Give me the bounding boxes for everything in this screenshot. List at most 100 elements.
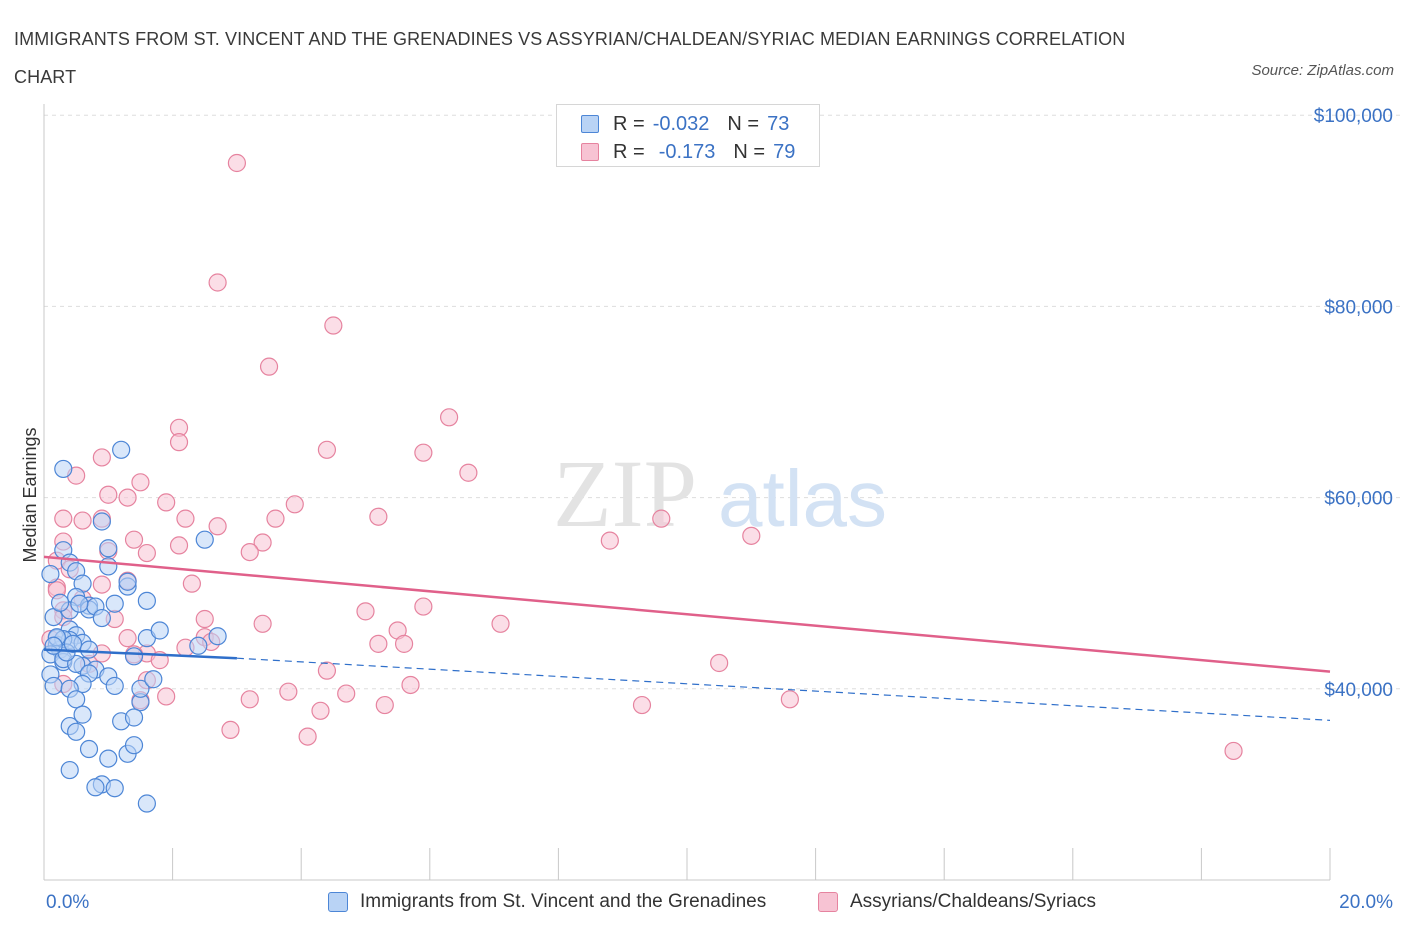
data-point-blue — [189, 636, 208, 655]
data-point-blue — [137, 794, 156, 813]
data-point-pink — [253, 614, 272, 633]
data-point-blue — [79, 640, 99, 659]
data-point-blue — [79, 739, 99, 759]
data-point-pink — [324, 316, 343, 335]
data-point-blue — [195, 530, 214, 549]
legend-r-value: -0.032 — [652, 112, 710, 135]
data-point-blue — [105, 594, 124, 613]
data-point-blue — [44, 676, 63, 696]
chart-source: Source: ZipAtlas.com — [1251, 62, 1394, 79]
data-point-blue — [86, 778, 105, 797]
data-point-blue — [137, 591, 156, 610]
legend-row-pink: R = -0.173 N = 79 — [581, 140, 795, 164]
legend-n-label: N = — [733, 140, 766, 163]
data-point-pink — [285, 495, 304, 514]
data-point-pink — [375, 695, 394, 715]
data-point-blue — [105, 676, 124, 696]
data-point-pink — [195, 609, 214, 629]
data-point-blue — [99, 557, 118, 576]
data-point-blue — [144, 670, 163, 689]
tick-labels: $40,000 $60,000 $80,000 $100,000 0.0% 20.0% — [46, 106, 1393, 913]
data-point-pink — [369, 634, 388, 653]
data-point-pink — [298, 727, 317, 746]
data-point-blue — [150, 621, 169, 640]
data-point-pink — [279, 682, 298, 701]
x-tick-label: 20.0% — [1339, 892, 1393, 913]
data-point-pink — [317, 661, 337, 680]
chart-title: IMMIGRANTS FROM ST. VINCENT AND THE GREN… — [14, 29, 1126, 87]
data-point-blue — [92, 608, 111, 628]
y-axis-label: Median Earnings — [20, 427, 40, 562]
data-point-pink — [600, 531, 619, 550]
watermark: ZIP atlas — [553, 440, 887, 547]
data-point-pink — [401, 675, 420, 695]
data-point-pink — [208, 517, 227, 536]
trend-lines — [43, 555, 1331, 721]
data-point-pink — [652, 509, 671, 528]
data-point-blue — [124, 736, 144, 755]
trend-line-blue-dashed — [236, 657, 1331, 721]
data-point-pink — [208, 273, 227, 292]
data-point-pink — [266, 509, 285, 528]
trend-line-pink — [43, 555, 1331, 673]
data-point-blue — [44, 636, 63, 655]
correlation-legend: R = -0.032 N = 73 R = -0.173 N = 79 — [556, 104, 820, 167]
data-point-pink — [710, 653, 729, 673]
data-point-pink — [227, 153, 246, 173]
x-tick-label: 0.0% — [46, 892, 89, 913]
data-point-pink — [632, 695, 652, 715]
data-point-pink — [742, 526, 761, 545]
data-point-pink — [439, 408, 459, 427]
data-point-pink — [459, 463, 478, 482]
data-point-pink — [92, 575, 111, 594]
legend-r-value: -0.173 — [658, 140, 716, 163]
data-point-blue — [67, 690, 86, 709]
legend-n-value: 79 — [773, 140, 796, 163]
data-point-blue — [105, 779, 124, 798]
data-point-blue — [70, 594, 89, 613]
data-point-blue — [63, 634, 83, 653]
data-point-pink — [169, 433, 189, 452]
data-point-blue — [208, 627, 227, 646]
data-point-pink — [137, 543, 156, 563]
data-point-pink — [253, 533, 272, 552]
data-point-blue — [60, 760, 79, 780]
data-point-pink — [118, 629, 137, 648]
series-name-blue: Immigrants from St. Vincent and the Gren… — [360, 891, 767, 912]
data-point-pink — [176, 509, 195, 528]
watermark-atlas: atlas — [718, 454, 887, 543]
data-point-pink — [337, 684, 356, 703]
series-name-pink: Assyrians/Chaldeans/Syriacs — [850, 891, 1097, 912]
data-point-pink — [311, 701, 330, 720]
gridlines — [44, 114, 1400, 690]
legend-n-value: 73 — [767, 112, 790, 135]
data-point-pink — [157, 493, 176, 512]
data-point-blue — [99, 539, 118, 558]
legend-r-label: R = — [613, 112, 645, 135]
data-point-blue — [54, 459, 73, 479]
legend-swatch-pink — [581, 143, 599, 161]
data-point-blue — [124, 647, 144, 666]
data-point-pink — [414, 597, 433, 616]
data-point-blue — [41, 564, 60, 584]
data-point-pink — [259, 357, 279, 376]
y-tick-label: $40,000 — [1324, 680, 1393, 701]
data-point-pink — [99, 485, 118, 504]
series-swatch-pink — [818, 892, 838, 912]
data-point-pink — [73, 511, 92, 530]
legend-r-label: R = — [613, 140, 645, 163]
data-point-blue — [124, 708, 144, 727]
data-point-blue — [112, 440, 131, 459]
data-point-pink — [157, 687, 176, 706]
data-point-pink — [92, 448, 111, 467]
data-point-blue — [131, 679, 150, 698]
data-point-pink — [131, 473, 150, 492]
data-point-blue — [73, 705, 92, 724]
data-point-pink — [240, 690, 259, 709]
data-point-blue — [50, 593, 70, 612]
data-point-pink — [54, 509, 73, 528]
series-swatch-blue — [328, 892, 348, 912]
data-point-blue — [92, 512, 111, 531]
data-point-blue — [118, 572, 137, 591]
